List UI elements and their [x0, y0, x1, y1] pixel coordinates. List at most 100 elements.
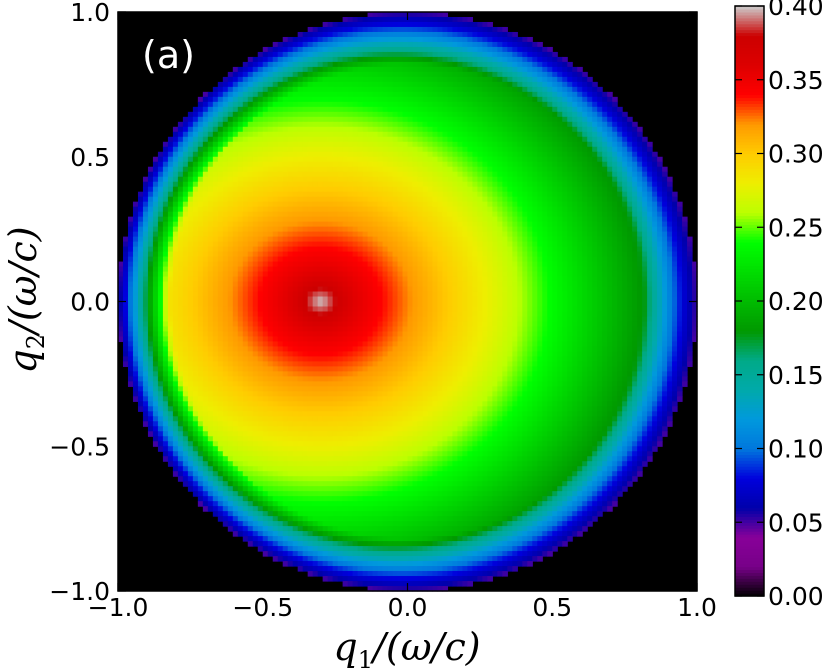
heatmap-cell	[447, 131, 454, 138]
heatmap-cell	[312, 146, 319, 153]
heatmap-cell	[412, 101, 419, 108]
heatmap-cell	[502, 76, 508, 83]
heatmap-cell	[442, 251, 449, 258]
heatmap-cell	[207, 136, 214, 143]
heatmap-cell	[332, 161, 339, 168]
heatmap-cell	[477, 106, 483, 113]
heatmap-cell	[607, 141, 613, 148]
heatmap-cell	[602, 196, 608, 203]
heatmap-cell	[587, 191, 593, 198]
heatmap-cell	[162, 181, 169, 188]
heatmap-cell	[557, 126, 563, 133]
heatmap-cell	[337, 206, 344, 213]
heatmap-cell	[312, 271, 319, 278]
heatmap-cell	[597, 266, 603, 273]
heatmap-cell	[527, 226, 533, 233]
heatmap-cell	[382, 101, 389, 108]
heatmap-cell	[602, 116, 608, 123]
heatmap-cell	[487, 136, 493, 143]
heatmap-cell	[647, 201, 653, 208]
heatmap-cell	[417, 191, 424, 198]
heatmap-cell	[592, 186, 598, 193]
heatmap-cell	[332, 186, 339, 193]
heatmap-cell	[397, 106, 404, 113]
heatmap-cell	[272, 186, 279, 193]
heatmap-cell	[582, 226, 588, 233]
heatmap-cell	[257, 56, 264, 63]
heatmap-cell	[317, 66, 324, 73]
heatmap-cell	[357, 66, 364, 73]
heatmap-cell	[347, 86, 354, 93]
heatmap-cell	[182, 281, 189, 288]
heatmap-cell	[552, 226, 558, 233]
heatmap-cell	[612, 136, 618, 143]
heatmap-cell	[547, 186, 553, 193]
heatmap-cell	[507, 66, 513, 73]
heatmap-cell	[362, 111, 369, 118]
heatmap-cell	[592, 276, 598, 283]
heatmap-cell	[437, 146, 444, 153]
heatmap-cell	[487, 281, 493, 288]
heatmap-cell	[157, 171, 164, 178]
heatmap-cell	[547, 131, 553, 138]
heatmap-cell	[277, 146, 284, 153]
heatmap-cell	[632, 131, 638, 138]
heatmap-cell	[387, 251, 394, 258]
heatmap-cell	[262, 51, 269, 58]
heatmap-cell	[537, 131, 543, 138]
heatmap-cell	[362, 116, 369, 123]
heatmap-cell	[582, 271, 588, 278]
heatmap-cell	[482, 211, 488, 218]
heatmap-cell	[657, 251, 663, 258]
heatmap-cell	[367, 66, 374, 73]
heatmap-cell	[582, 221, 588, 228]
heatmap-cell	[392, 61, 399, 68]
heatmap-cell	[447, 36, 454, 43]
heatmap-cell	[552, 126, 558, 133]
heatmap-cell	[327, 86, 334, 93]
heatmap-cell	[382, 51, 389, 58]
heatmap-cell	[192, 271, 199, 278]
heatmap-cell	[257, 186, 264, 193]
heatmap-cell	[282, 51, 289, 58]
heatmap-cell	[167, 161, 174, 168]
heatmap-cell	[542, 221, 548, 228]
heatmap-cell	[547, 161, 553, 168]
heatmap-cell	[662, 196, 668, 203]
heatmap-cell	[427, 81, 434, 88]
heatmap-cell	[677, 206, 683, 213]
heatmap-cell	[447, 126, 454, 133]
heatmap-cell	[407, 86, 414, 93]
heatmap-cell	[317, 36, 324, 43]
heatmap-cell	[572, 81, 578, 88]
heatmap-cell	[442, 191, 449, 198]
heatmap-cell	[642, 151, 648, 158]
heatmap-cell	[347, 286, 354, 293]
heatmap-cell	[227, 121, 234, 128]
heatmap-cell	[672, 236, 678, 243]
heatmap-cell	[247, 146, 254, 153]
heatmap-cell	[162, 236, 169, 243]
heatmap-cell	[517, 221, 523, 228]
heatmap-cell	[542, 236, 548, 243]
heatmap-cell	[482, 271, 488, 278]
heatmap-cell	[377, 221, 384, 228]
heatmap-cell	[287, 156, 294, 163]
heatmap-cell	[517, 96, 523, 103]
heatmap-cell	[367, 246, 374, 253]
heatmap-cell	[447, 16, 454, 23]
heatmap-cell	[472, 81, 478, 88]
heatmap-cell	[602, 176, 608, 183]
heatmap-cell	[447, 106, 454, 113]
heatmap-cell	[262, 71, 269, 78]
heatmap-cell	[492, 216, 498, 223]
heatmap-cell	[322, 261, 329, 268]
heatmap-cell	[422, 141, 429, 148]
heatmap-cell	[372, 176, 379, 183]
heatmap-cell	[482, 246, 488, 253]
heatmap-cell	[287, 96, 294, 103]
heatmap-cell	[642, 191, 648, 198]
heatmap-cell	[397, 236, 404, 243]
heatmap-cell	[452, 221, 459, 228]
heatmap-cell	[407, 211, 414, 218]
